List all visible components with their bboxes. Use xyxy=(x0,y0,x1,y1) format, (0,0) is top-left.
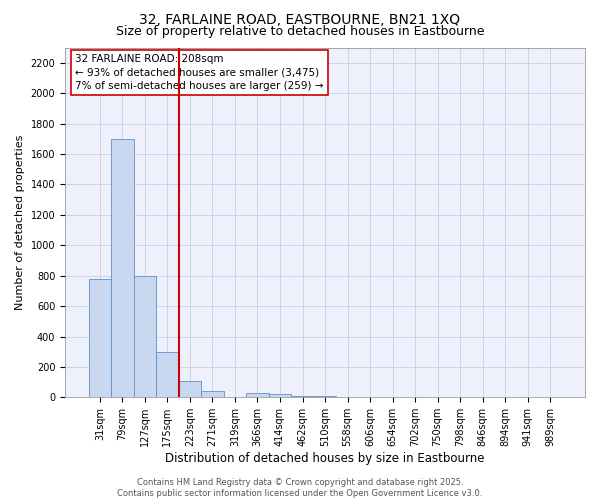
Bar xyxy=(291,396,314,398)
Y-axis label: Number of detached properties: Number of detached properties xyxy=(15,134,25,310)
Bar xyxy=(179,380,201,398)
Text: 32, FARLAINE ROAD, EASTBOURNE, BN21 1XQ: 32, FARLAINE ROAD, EASTBOURNE, BN21 1XQ xyxy=(139,12,461,26)
Bar xyxy=(269,394,291,398)
Text: Size of property relative to detached houses in Eastbourne: Size of property relative to detached ho… xyxy=(116,25,484,38)
Bar xyxy=(111,139,134,398)
Bar xyxy=(89,278,111,398)
X-axis label: Distribution of detached houses by size in Eastbourne: Distribution of detached houses by size … xyxy=(165,452,485,465)
Bar xyxy=(314,396,336,398)
Bar xyxy=(134,276,156,398)
Bar xyxy=(246,393,269,398)
Bar xyxy=(201,392,224,398)
Text: 32 FARLAINE ROAD: 208sqm
← 93% of detached houses are smaller (3,475)
7% of semi: 32 FARLAINE ROAD: 208sqm ← 93% of detach… xyxy=(76,54,324,91)
Text: Contains HM Land Registry data © Crown copyright and database right 2025.
Contai: Contains HM Land Registry data © Crown c… xyxy=(118,478,482,498)
Bar xyxy=(156,352,179,398)
